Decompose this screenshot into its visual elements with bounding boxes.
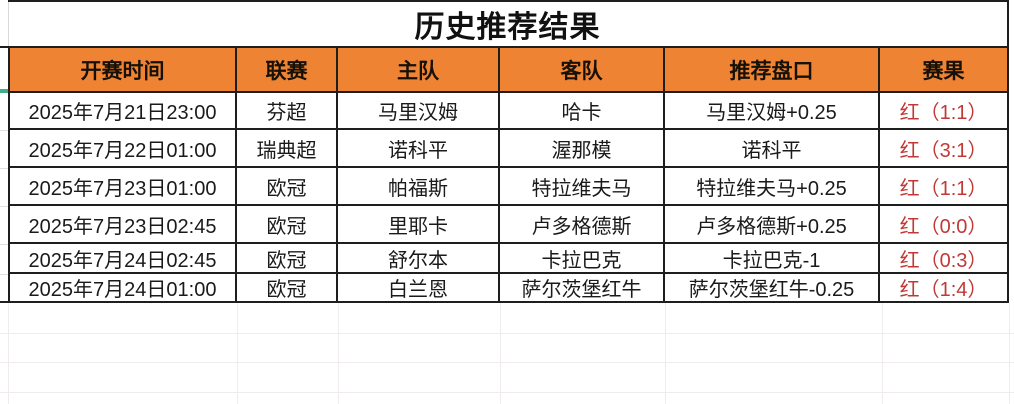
cell-away[interactable]: 萨尔茨堡红牛 <box>500 274 665 301</box>
grid-line <box>1009 303 1010 404</box>
cell-result[interactable]: 红（1:1） <box>899 177 988 200</box>
table-row: 2025年7月24日02:45 欧冠 舒尔本 卡拉巴克 卡拉巴克-1 红（0:3… <box>10 244 1007 274</box>
grid-line <box>0 206 8 207</box>
grid-line <box>338 303 339 404</box>
cell-home[interactable]: 马里汉姆 <box>338 93 500 128</box>
cell-time[interactable]: 2025年7月23日02:45 <box>10 206 237 242</box>
cell-home[interactable]: 白兰恩 <box>338 274 500 301</box>
grid-line <box>0 333 1014 334</box>
cell-result[interactable]: 红（0:0） <box>899 215 988 238</box>
grid-line <box>8 0 9 46</box>
header-cell-time[interactable]: 开赛时间 <box>10 48 237 91</box>
cell-time[interactable]: 2025年7月21日23:00 <box>10 93 237 128</box>
cell-handicap[interactable]: 诺科平 <box>665 130 880 166</box>
grid-line <box>8 303 9 404</box>
cell-handicap[interactable]: 特拉维夫马+0.25 <box>665 168 880 204</box>
cell-away[interactable]: 渥那模 <box>500 130 665 166</box>
cell-result[interactable]: 红（3:1） <box>899 139 988 162</box>
header-cell-league[interactable]: 联赛 <box>237 48 338 91</box>
table-row: 2025年7月24日01:00 欧冠 白兰恩 萨尔茨堡红牛 萨尔茨堡红牛-0.2… <box>10 274 1007 303</box>
cell-league[interactable]: 欧冠 <box>237 244 338 272</box>
header-cell-away[interactable]: 客队 <box>500 48 665 91</box>
grid-line <box>0 168 8 169</box>
cell-away[interactable]: 哈卡 <box>500 93 665 128</box>
grid-line <box>0 274 8 275</box>
cell-league[interactable]: 欧冠 <box>237 168 338 204</box>
cell-time[interactable]: 2025年7月24日02:45 <box>10 244 237 272</box>
grid-line <box>882 303 883 404</box>
grid-line <box>0 130 8 131</box>
grid-line <box>0 46 9 48</box>
cell-result[interactable]: 红（0:3） <box>899 249 988 272</box>
cell-time[interactable]: 2025年7月22日01:00 <box>10 130 237 166</box>
cell-away[interactable]: 卡拉巴克 <box>500 244 665 272</box>
cell-away[interactable]: 特拉维夫马 <box>500 168 665 204</box>
cell-home[interactable]: 诺科平 <box>338 130 500 166</box>
selection-edge-indicator <box>0 89 10 93</box>
grid-line <box>237 303 238 404</box>
table-row: 2025年7月23日01:00 欧冠 帕福斯 特拉维夫马 特拉维夫马+0.25 … <box>10 168 1007 206</box>
table-row: 2025年7月21日23:00 芬超 马里汉姆 哈卡 马里汉姆+0.25 红（1… <box>10 93 1007 130</box>
cell-handicap[interactable]: 卡拉巴克-1 <box>665 244 880 272</box>
cell-league[interactable]: 芬超 <box>237 93 338 128</box>
cell-home[interactable]: 里耶卡 <box>338 206 500 242</box>
cell-league[interactable]: 欧冠 <box>237 274 338 301</box>
table-title[interactable]: 历史推荐结果 <box>8 0 1009 46</box>
grid-line <box>500 303 501 404</box>
cell-league[interactable]: 欧冠 <box>237 206 338 242</box>
cell-home[interactable]: 帕福斯 <box>338 168 500 204</box>
cell-away[interactable]: 卢多格德斯 <box>500 206 665 242</box>
cell-league[interactable]: 瑞典超 <box>237 130 338 166</box>
table-body: 2025年7月21日23:00 芬超 马里汉姆 哈卡 马里汉姆+0.25 红（1… <box>8 93 1009 303</box>
cell-handicap[interactable]: 萨尔茨堡红牛-0.25 <box>665 274 880 301</box>
header-cell-handicap[interactable]: 推荐盘口 <box>665 48 880 91</box>
cell-time[interactable]: 2025年7月23日01:00 <box>10 168 237 204</box>
table-row: 2025年7月23日02:45 欧冠 里耶卡 卢多格德斯 卢多格德斯+0.25 … <box>10 206 1007 244</box>
grid-line <box>0 301 9 303</box>
header-cell-home[interactable]: 主队 <box>338 48 500 91</box>
grid-line <box>0 392 1014 393</box>
table-header: 开赛时间 联赛 主队 客队 推荐盘口 赛果 <box>8 46 1009 93</box>
grid-line <box>665 303 666 404</box>
grid-line <box>0 244 8 245</box>
results-table: 历史推荐结果 开赛时间 联赛 主队 客队 推荐盘口 赛果 2025年7月21日2… <box>8 0 1009 303</box>
table-row: 2025年7月22日01:00 瑞典超 诺科平 渥那模 诺科平 红（3:1） <box>10 130 1007 168</box>
cell-time[interactable]: 2025年7月24日01:00 <box>10 274 237 301</box>
cell-handicap[interactable]: 马里汉姆+0.25 <box>665 93 880 128</box>
cell-handicap[interactable]: 卢多格德斯+0.25 <box>665 206 880 242</box>
cell-home[interactable]: 舒尔本 <box>338 244 500 272</box>
cell-result[interactable]: 红（1:4） <box>899 279 988 301</box>
cell-result[interactable]: 红（1:1） <box>899 102 988 124</box>
header-cell-result[interactable]: 赛果 <box>922 59 965 83</box>
grid-line <box>0 362 1014 363</box>
